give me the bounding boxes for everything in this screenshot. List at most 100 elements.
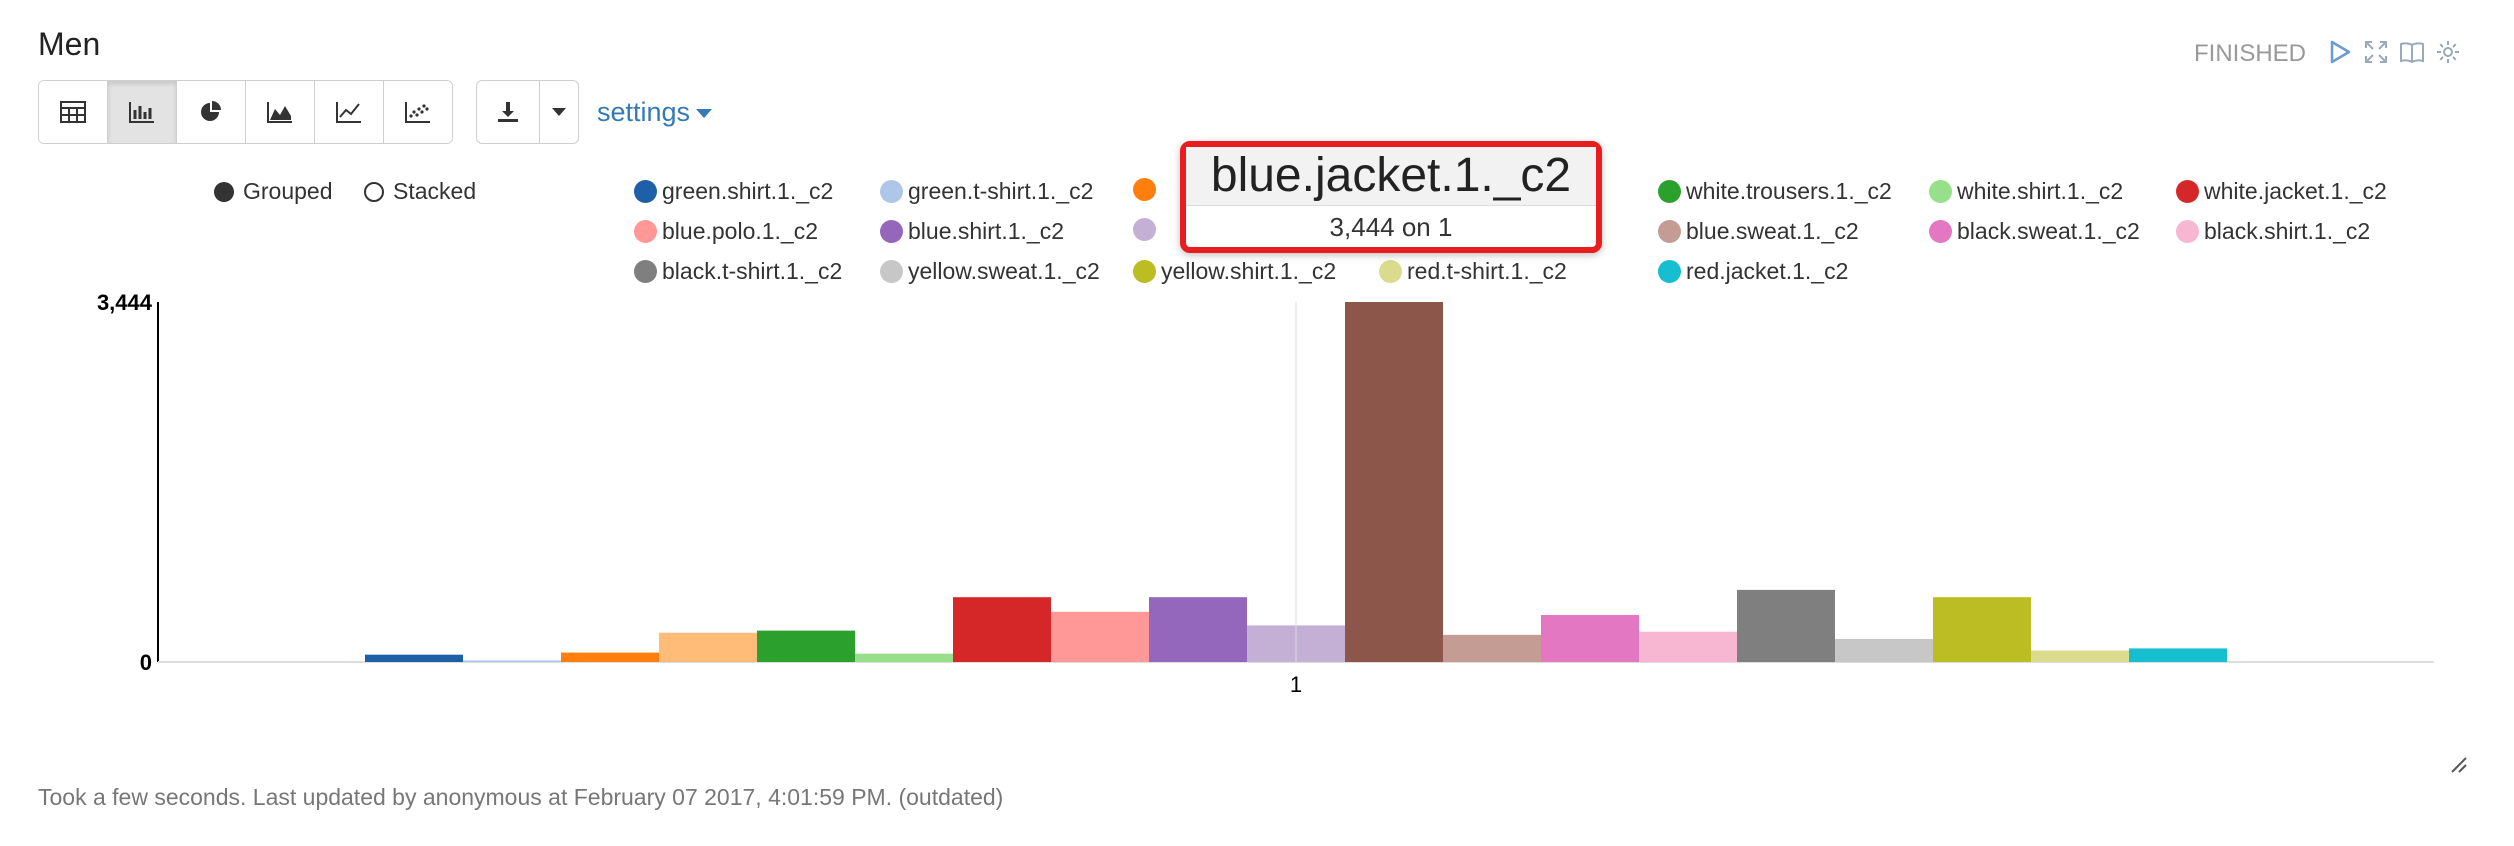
pie-chart-icon <box>201 101 221 121</box>
table-icon <box>60 101 86 123</box>
legend-color-dot <box>634 180 657 203</box>
legend-color-dot <box>1658 220 1681 243</box>
legend-color-dot <box>1133 260 1156 283</box>
pie-chart-button[interactable] <box>177 81 246 143</box>
legend-color-dot <box>634 220 657 243</box>
bar[interactable] <box>1639 631 1737 662</box>
legend-label: black.sweat.1._c2 <box>1957 218 2140 244</box>
bar[interactable] <box>561 652 659 662</box>
legend-color-dot <box>1658 180 1681 203</box>
legend-label: red.jacket.1._c2 <box>1686 258 1849 284</box>
legend-item[interactable]: blue.polo.1._c2 <box>634 218 818 245</box>
legend-label: yellow.sweat.1._c2 <box>908 258 1100 284</box>
stacked-label: Stacked <box>393 178 477 204</box>
legend-label: green.shirt.1._c2 <box>662 178 834 204</box>
legend-color-dot <box>2176 220 2199 243</box>
legend-label: green.t-shirt.1._c2 <box>908 178 1094 204</box>
legend-color-dot <box>1929 220 1952 243</box>
caret-down-icon <box>696 109 713 119</box>
bar[interactable] <box>1835 639 1933 662</box>
bar-chart-icon <box>129 102 154 123</box>
radio-empty-icon <box>364 181 384 202</box>
bar[interactable] <box>757 630 855 662</box>
download-button-group <box>476 80 579 144</box>
visualization-toolbar <box>38 80 453 144</box>
chart-tooltip: blue.jacket.1._c2 3,444 on 1 <box>1180 141 1602 253</box>
legend-color-dot <box>880 180 903 203</box>
legend-item[interactable]: yellow.sweat.1._c2 <box>880 258 1100 285</box>
bar[interactable] <box>1149 597 1247 662</box>
bar[interactable] <box>463 660 561 662</box>
paragraph-status: FINISHED <box>2194 34 2514 74</box>
legend-item[interactable]: green.shirt.1._c2 <box>634 178 833 205</box>
legend-item[interactable] <box>1133 178 1161 201</box>
settings-dropdown[interactable]: settings <box>597 97 713 128</box>
legend-label: red.t-shirt.1._c2 <box>1407 258 1567 284</box>
legend-color-dot <box>1379 260 1402 283</box>
area-chart-icon <box>267 102 292 123</box>
book-icon[interactable] <box>2398 38 2426 66</box>
legend-item[interactable]: black.t-shirt.1._c2 <box>634 258 842 285</box>
settings-label: settings <box>597 97 691 127</box>
legend-item[interactable]: blue.sweat.1._c2 <box>1658 218 1859 245</box>
bar[interactable] <box>1737 589 1835 662</box>
legend-item[interactable]: red.jacket.1._c2 <box>1658 258 1848 285</box>
legend-item[interactable]: black.shirt.1._c2 <box>2176 218 2370 245</box>
legend-item[interactable]: blue.shirt.1._c2 <box>880 218 1064 245</box>
bar[interactable] <box>1541 614 1639 662</box>
legend-label: white.trousers.1._c2 <box>1686 178 1892 204</box>
legend-color-dot <box>634 260 657 283</box>
bar-chart-button[interactable] <box>108 81 177 143</box>
page-title: Men <box>38 26 101 62</box>
legend-label: blue.sweat.1._c2 <box>1686 218 1859 244</box>
legend-item[interactable]: black.sweat.1._c2 <box>1929 218 2140 245</box>
area-chart-button[interactable] <box>246 81 315 143</box>
grouped-label: Grouped <box>243 178 333 204</box>
bar[interactable] <box>1051 611 1149 662</box>
bar[interactable] <box>2031 650 2129 662</box>
bar[interactable] <box>1345 302 1443 662</box>
legend-item[interactable]: green.t-shirt.1._c2 <box>880 178 1093 205</box>
gear-icon[interactable] <box>2434 38 2462 66</box>
legend-color-dot <box>880 260 903 283</box>
x-tick-label: 1 <box>1290 672 1302 697</box>
scatter-chart-button[interactable] <box>384 81 452 143</box>
legend-item[interactable]: white.shirt.1._c2 <box>1929 178 2123 205</box>
bar[interactable] <box>1443 634 1541 662</box>
paragraph-footer: Took a few seconds. Last updated by anon… <box>38 784 1004 810</box>
legend-label: black.t-shirt.1._c2 <box>662 258 843 284</box>
bar[interactable] <box>1933 597 2031 662</box>
download-options-dropdown[interactable] <box>540 81 578 143</box>
fullscreen-icon[interactable] <box>2362 38 2390 66</box>
legend-color-dot <box>880 220 903 243</box>
line-chart-icon <box>336 102 361 123</box>
legend-color-dot <box>1133 178 1156 201</box>
resize-handle-icon[interactable] <box>2446 752 2468 774</box>
download-icon <box>498 102 518 122</box>
stacked-radio[interactable]: Stacked <box>364 178 476 205</box>
bar[interactable] <box>2129 648 2227 662</box>
legend-item[interactable]: white.jacket.1._c2 <box>2176 178 2387 205</box>
chevron-down-icon <box>552 108 566 116</box>
table-view-button[interactable] <box>39 81 108 143</box>
bar[interactable] <box>855 653 953 662</box>
bar[interactable] <box>365 654 463 662</box>
bar[interactable] <box>659 632 757 662</box>
download-button[interactable] <box>477 81 540 143</box>
status-text: FINISHED <box>2194 40 2307 67</box>
bar[interactable] <box>953 597 1051 662</box>
legend-color-dot <box>1133 218 1156 241</box>
line-chart-button[interactable] <box>315 81 384 143</box>
legend-item[interactable]: yellow.shirt.1._c2 <box>1133 258 1336 285</box>
y-tick-label: 3,444 <box>97 290 153 315</box>
grouped-radio[interactable]: Grouped <box>214 178 333 205</box>
legend-label: yellow.shirt.1._c2 <box>1161 258 1337 284</box>
legend-label: blue.polo.1._c2 <box>662 218 819 244</box>
tooltip-title: blue.jacket.1._c2 <box>1186 147 1596 206</box>
legend-item[interactable]: red.t-shirt.1._c2 <box>1379 258 1567 285</box>
run-icon[interactable] <box>2326 38 2354 66</box>
legend-item[interactable]: white.trousers.1._c2 <box>1658 178 1892 205</box>
legend-item[interactable] <box>1133 218 1161 241</box>
legend-color-dot <box>1929 180 1952 203</box>
